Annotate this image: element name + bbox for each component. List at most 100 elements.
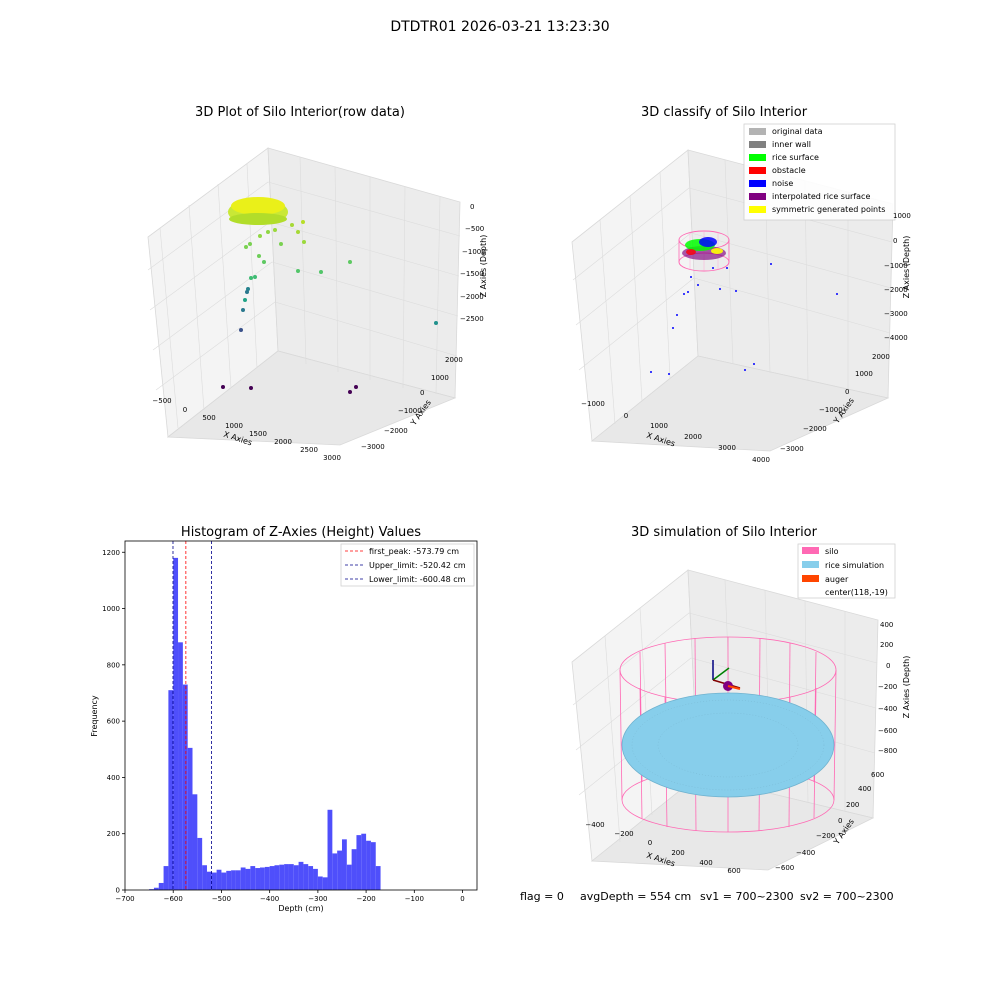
classify-legend-swatch-inner-wall <box>749 141 766 148</box>
histogram-bar <box>322 877 328 890</box>
histogram-bar <box>250 866 256 890</box>
svg-text:0: 0 <box>624 412 628 420</box>
svg-text:−400: −400 <box>796 849 815 857</box>
svg-text:400: 400 <box>858 785 871 793</box>
svg-text:−1000: −1000 <box>398 407 422 415</box>
classify-legend-inner-wall: inner wall <box>772 140 811 149</box>
histogram-x-tick-label: −500 <box>212 895 231 903</box>
panel-raw-3d: 3D Plot of Silo Interior(row data) <box>147 105 488 462</box>
figure-suptitle: DTDTR01 2026-03-21 13:23:30 <box>390 19 609 35</box>
svg-text:600: 600 <box>727 867 740 875</box>
histogram-axes-frame <box>124 540 478 891</box>
svg-text:1000: 1000 <box>225 422 243 430</box>
svg-text:2000: 2000 <box>684 433 702 441</box>
histogram-bar <box>163 866 169 890</box>
svg-text:−1000: −1000 <box>884 262 908 270</box>
svg-text:3000: 3000 <box>718 444 736 452</box>
raw-surface-cloud-top <box>231 197 285 215</box>
histogram-bar <box>337 850 342 890</box>
svg-text:400: 400 <box>699 859 712 867</box>
svg-text:0: 0 <box>845 388 849 396</box>
svg-text:−600: −600 <box>775 864 794 872</box>
histogram-x-tick-label: −400 <box>260 895 279 903</box>
histogram-bar <box>260 867 265 890</box>
classify-y-axis: −3000 −2000 −1000 0 1000 2000 <box>780 353 890 453</box>
histogram-bar <box>211 872 217 890</box>
histogram-bar <box>158 882 164 890</box>
svg-text:2000: 2000 <box>445 356 463 364</box>
raw-surface-cloud-rim <box>229 213 287 225</box>
svg-text:200: 200 <box>846 801 859 809</box>
raw-x-axis: −500 0 500 1000 1500 2000 2500 3000 <box>152 397 341 462</box>
panel-classify-title: 3D classify of Silo Interior <box>641 105 808 120</box>
histogram-bar <box>269 866 275 890</box>
histogram-y-tick-label: 800 <box>107 661 120 669</box>
histogram-bar <box>341 839 347 890</box>
svg-text:1000: 1000 <box>431 374 449 382</box>
classify-legend-obstacle: obstacle <box>772 166 806 175</box>
svg-text:−400: −400 <box>878 705 897 713</box>
histogram-bar <box>255 868 261 890</box>
simulation-legend-swatch-rice <box>802 561 819 568</box>
histogram-bar <box>370 842 376 890</box>
panel-simulation-title: 3D simulation of Silo Interior <box>631 525 818 540</box>
svg-text:0: 0 <box>838 817 842 825</box>
histogram-bar <box>346 864 352 890</box>
histogram-bar <box>197 837 203 890</box>
svg-text:0: 0 <box>470 203 474 211</box>
svg-text:−200: −200 <box>878 683 897 691</box>
simulation-legend-center: center(118,-19) <box>825 588 888 597</box>
histogram-bar <box>375 866 381 890</box>
histogram-bar <box>149 889 154 890</box>
simulation-z-label: Z Axies (Depth) <box>902 656 911 719</box>
histogram-bar <box>298 861 304 890</box>
histogram-legend-first-peak: first_peak: -573.79 cm <box>369 547 459 556</box>
classify-legend-swatch-obstacle <box>749 167 766 174</box>
svg-text:1000: 1000 <box>893 212 911 220</box>
classify-scatter-points <box>650 230 838 375</box>
histogram-y-tick-label: 600 <box>107 718 120 726</box>
histogram-bar <box>356 835 362 890</box>
histogram-bar <box>221 872 227 890</box>
histogram-bar <box>178 642 183 890</box>
panel-classify-3d: 3D classify of Silo Interior <box>571 105 911 464</box>
histogram-bar <box>226 870 232 890</box>
histogram-bars <box>149 557 381 890</box>
svg-text:−3000: −3000 <box>361 443 385 451</box>
svg-text:−3000: −3000 <box>884 310 908 318</box>
histogram-legend-upper: Upper_limit: -520.42 cm <box>369 561 466 570</box>
classify-symmetric-points <box>711 248 723 254</box>
svg-text:0: 0 <box>183 406 187 414</box>
histogram-bar <box>206 871 212 890</box>
svg-text:2000: 2000 <box>872 353 890 361</box>
histogram-bar <box>308 866 314 890</box>
histogram-y-tick-label: 0 <box>116 887 120 895</box>
simulation-legend: silo rice simulation auger center(118,-1… <box>797 543 896 599</box>
histogram-bar <box>168 690 174 890</box>
classify-legend-rice: rice surface <box>772 153 819 162</box>
svg-text:−200: −200 <box>816 832 835 840</box>
histogram-bar <box>153 887 159 890</box>
classify-legend-symmetric: symmetric generated points <box>772 205 885 214</box>
histogram-bar <box>317 876 323 890</box>
histogram-y-tick-label: 400 <box>107 774 120 782</box>
svg-text:−2000: −2000 <box>460 293 484 301</box>
svg-text:1500: 1500 <box>249 430 267 438</box>
svg-text:0: 0 <box>893 237 897 245</box>
raw-z-axis: 0 −500 −1000 −1500 −2000 −2500 <box>460 203 486 323</box>
svg-text:−400: −400 <box>585 821 604 829</box>
classify-legend-swatch-rice <box>749 154 766 161</box>
simulation-legend-silo: silo <box>825 547 839 556</box>
histogram-reference-lines <box>172 541 212 890</box>
histogram-x-tick-label: −200 <box>356 895 375 903</box>
histogram-bar <box>245 868 251 890</box>
svg-text:500: 500 <box>202 414 215 422</box>
panel-simulation-3d: 3D simulation of Silo Interior <box>571 525 911 875</box>
simulation-rice-surface <box>621 692 835 798</box>
simulation-legend-auger: auger <box>825 575 849 584</box>
histogram-bar <box>284 864 289 890</box>
classify-obstacle <box>686 249 696 255</box>
histogram-x-tick-label: −700 <box>115 895 134 903</box>
svg-text:−600: −600 <box>878 727 897 735</box>
classify-legend: original data inner wall rice surface ob… <box>743 123 896 221</box>
